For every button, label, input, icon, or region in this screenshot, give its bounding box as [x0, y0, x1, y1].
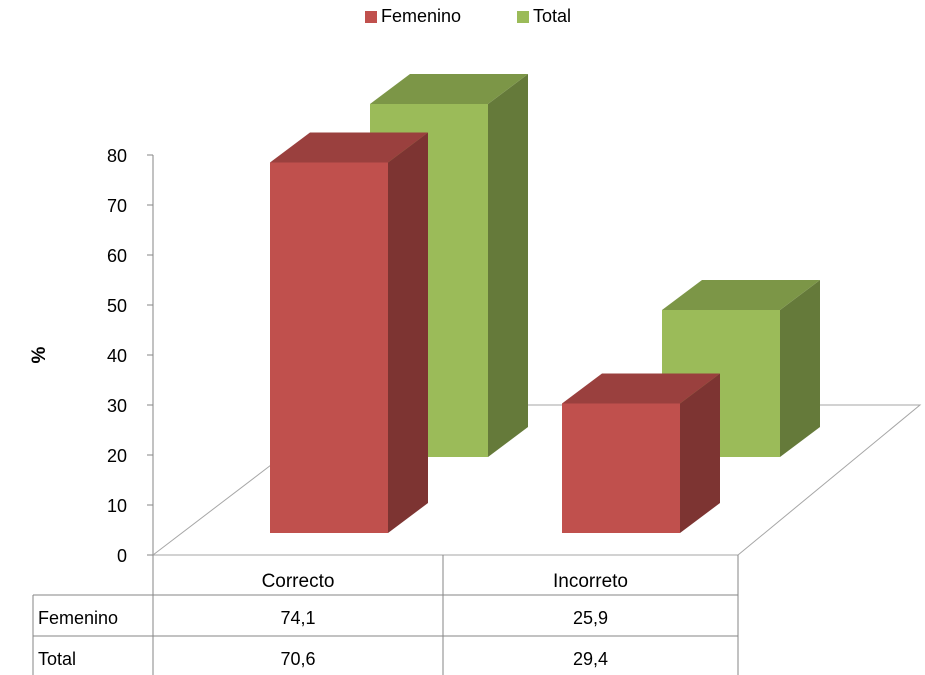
- y-tick-label: 10: [107, 496, 127, 516]
- y-tick-label: 30: [107, 396, 127, 416]
- legend-label-1: Femenino: [381, 6, 461, 26]
- floor-left-edge: [152, 464, 272, 556]
- y-axis: 0 10 20 30 40 50 60 70 80%: [29, 146, 154, 566]
- table-cell-value: 25,9: [573, 608, 608, 628]
- table-row-label: Femenino: [38, 608, 118, 628]
- bar-femenino-correcto: [270, 132, 428, 533]
- bar-side-face: [780, 280, 820, 457]
- table-row-label: Total: [38, 649, 76, 669]
- y-tick-label: 60: [107, 246, 127, 266]
- bar-front-face: [270, 162, 388, 533]
- bar-femenino-incorreto: [562, 373, 720, 533]
- bar-front-face: [562, 403, 680, 533]
- y-tick-label: 20: [107, 446, 127, 466]
- y-tick-label: 40: [107, 346, 127, 366]
- bar-top-face: [562, 373, 720, 404]
- table-header-incorreto: Incorreto: [553, 571, 628, 592]
- bars: [270, 74, 820, 533]
- y-tick-label: 0: [117, 546, 127, 566]
- y-tick-label: 80: [107, 146, 127, 166]
- legend-label-2: Total: [533, 6, 571, 26]
- bar-side-face: [488, 74, 528, 457]
- table-header-correcto: Correcto: [262, 571, 335, 592]
- table-cell-value: 70,6: [280, 649, 315, 669]
- legend-swatch-2: [517, 11, 529, 23]
- bar-top-face: [270, 132, 428, 163]
- bar-top-face: [662, 280, 820, 310]
- table-cell-value: 29,4: [573, 649, 608, 669]
- table-cell-value: 74,1: [280, 608, 315, 628]
- data-table: Correcto Incorreto Femenino 74,1 25,9 Total 70…: [32, 555, 739, 675]
- bar-total-incorreto: [662, 280, 820, 457]
- legend: Femenino Total: [365, 6, 571, 26]
- y-axis-title: %: [29, 346, 50, 363]
- bar-top-face: [370, 74, 528, 104]
- legend-swatch-1: [365, 11, 377, 23]
- y-tick-label: 70: [107, 196, 127, 216]
- bar-side-face: [680, 373, 720, 533]
- bar-side-face: [388, 132, 428, 533]
- y-tick-label: 50: [107, 296, 127, 316]
